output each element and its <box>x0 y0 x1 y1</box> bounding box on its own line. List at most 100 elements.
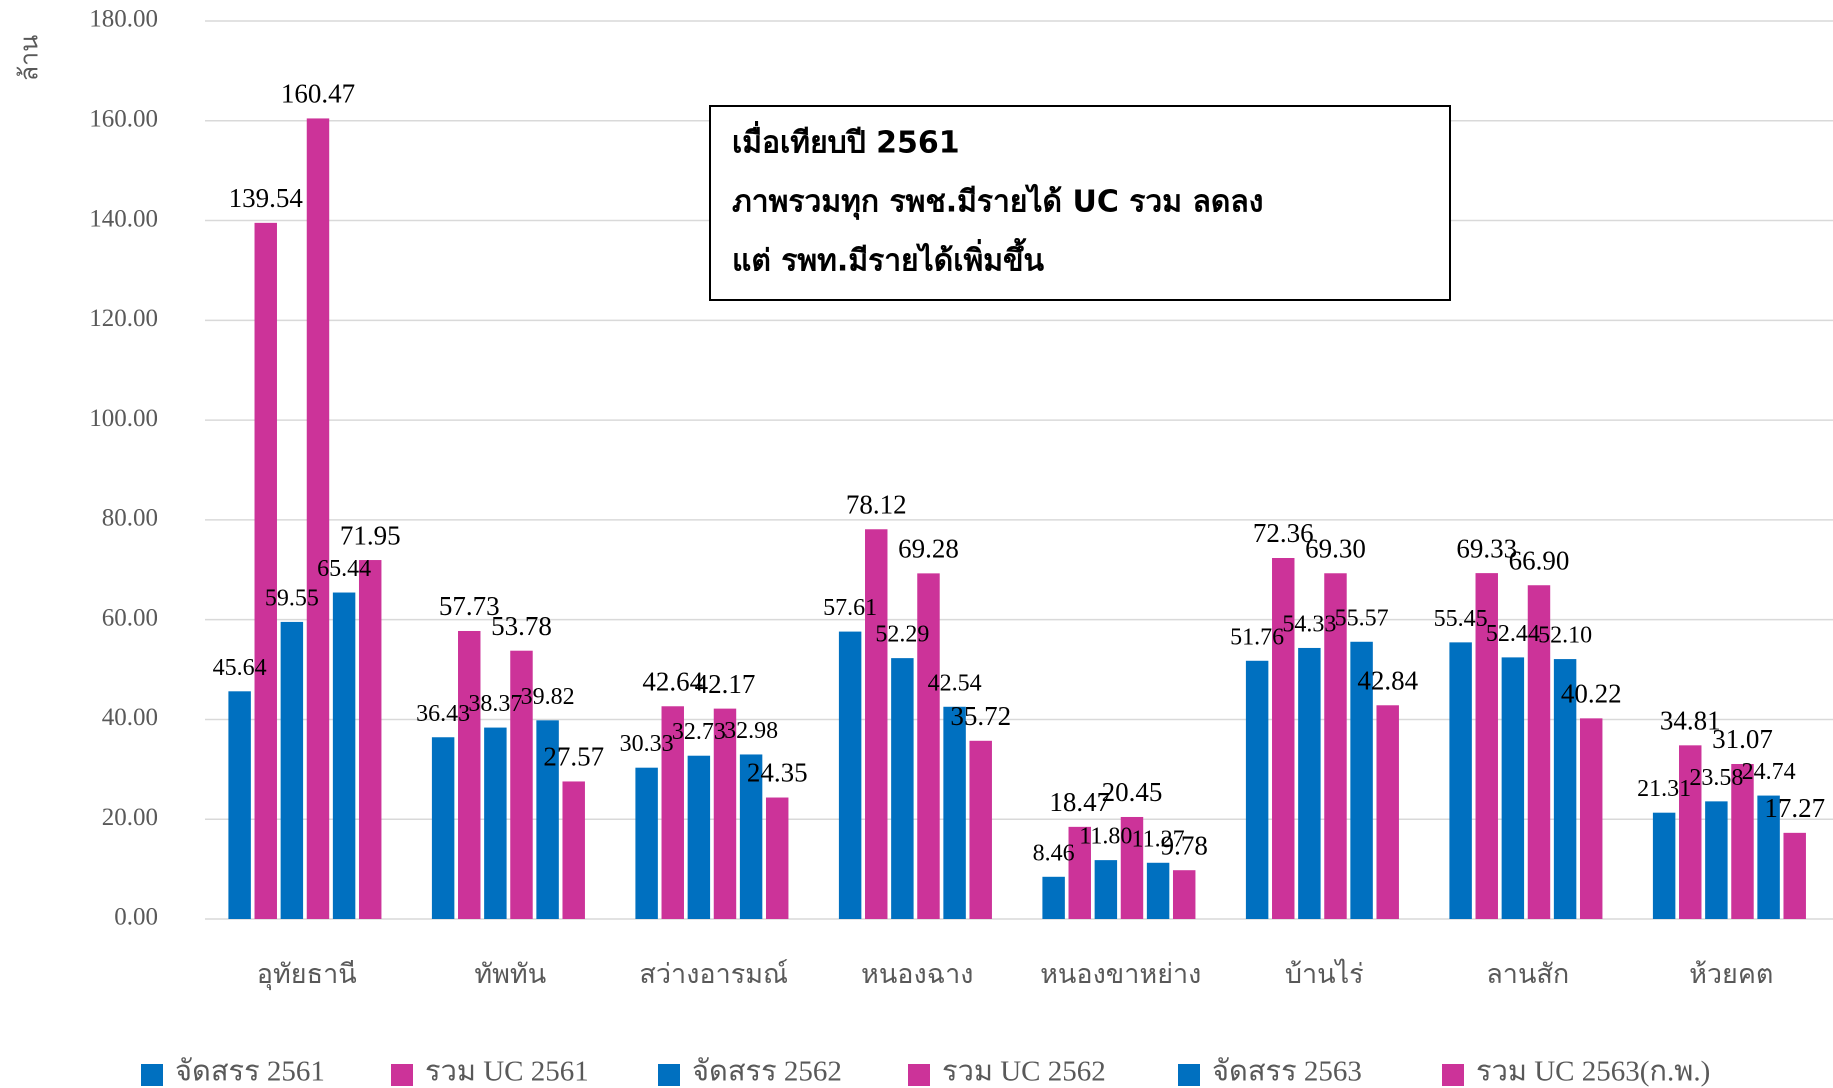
y-tick-label: 60.00 <box>102 604 158 631</box>
bar <box>280 621 304 919</box>
value-label: 51.76 <box>1230 624 1284 650</box>
y-tick-label: 180.00 <box>89 6 158 33</box>
value-label: 11.27 <box>1132 826 1185 852</box>
value-label: 72.36 <box>1253 518 1314 548</box>
bar <box>1068 826 1091 919</box>
bar <box>865 529 888 919</box>
value-label: 42.54 <box>928 670 982 696</box>
bar <box>765 797 789 919</box>
x-tick-label: หนองขาหย่าง <box>1040 959 1201 989</box>
value-label: 39.82 <box>521 684 575 710</box>
value-label: 34.81 <box>1660 706 1721 736</box>
bar <box>358 560 382 919</box>
bar <box>943 706 966 919</box>
value-label: 8.46 <box>1033 840 1075 866</box>
value-label: 69.30 <box>1305 533 1366 563</box>
x-tick-label: สว่างอารมณ์ <box>639 958 788 989</box>
value-label: 20.45 <box>1102 777 1163 807</box>
legend-label: รวม UC 2562 <box>942 1056 1106 1088</box>
x-tick-label: บ้านไร่ <box>1285 959 1364 989</box>
value-label: 52.10 <box>1538 623 1592 649</box>
value-label: 42.64 <box>642 666 703 696</box>
bar <box>1501 657 1525 919</box>
bar <box>228 691 251 919</box>
bar <box>306 118 330 920</box>
bar <box>1527 585 1551 919</box>
value-label: 11.80 <box>1079 824 1132 850</box>
bar <box>917 573 940 919</box>
legend-swatch <box>658 1064 680 1086</box>
legend-swatch <box>1442 1064 1464 1086</box>
bar <box>458 630 481 919</box>
legend-label: จัดสรร 2563 <box>1212 1056 1362 1088</box>
y-axis-label: ล้าน <box>17 35 44 81</box>
value-label: 32.73 <box>672 719 726 745</box>
bar <box>1783 832 1806 919</box>
bar <box>969 740 992 919</box>
bar <box>1324 573 1347 919</box>
y-tick-label: 160.00 <box>89 106 158 133</box>
legend-label: รวม UC 2563(ก.พ.) <box>1476 1056 1710 1088</box>
bar <box>891 658 914 919</box>
bar <box>1475 573 1498 919</box>
value-label: 24.35 <box>747 758 808 788</box>
value-label: 27.57 <box>543 742 604 772</box>
legend-label: จัดสรร 2561 <box>175 1056 325 1088</box>
annotation: ภาพรวมทุก รพช.มีรายได้ UC รวม ลดลง <box>732 184 1263 221</box>
bar <box>1146 862 1170 919</box>
y-tick-label: 140.00 <box>89 205 158 232</box>
value-label: 55.45 <box>1434 606 1488 632</box>
bar <box>332 592 356 919</box>
bar <box>1376 705 1399 919</box>
value-label: 42.84 <box>1357 665 1418 695</box>
value-label: 45.64 <box>213 655 267 681</box>
legend-swatch <box>1178 1064 1200 1086</box>
bar <box>687 755 711 919</box>
y-tick-label: 100.00 <box>89 405 158 432</box>
y-tick-label: 80.00 <box>102 505 158 532</box>
bar <box>713 708 737 919</box>
value-label: 78.12 <box>846 489 907 519</box>
bar <box>1731 763 1754 919</box>
bar <box>562 781 585 919</box>
bar <box>254 222 277 919</box>
bar <box>1298 647 1321 919</box>
legend-label: รวม UC 2561 <box>425 1056 589 1088</box>
value-label: 59.55 <box>265 585 319 611</box>
value-label: 38.37 <box>468 691 522 717</box>
bar <box>838 631 862 919</box>
value-label: 52.29 <box>875 622 929 648</box>
bar <box>484 727 507 919</box>
value-label: 57.73 <box>439 591 500 621</box>
legend-swatch <box>908 1064 930 1086</box>
bar <box>1757 795 1780 919</box>
bar <box>739 754 763 919</box>
bar <box>1553 659 1577 919</box>
bar <box>1449 642 1472 919</box>
value-label: 54.33 <box>1282 611 1336 637</box>
bar <box>1705 801 1728 919</box>
value-label: 18.47 <box>1049 787 1110 817</box>
value-label: 69.28 <box>898 534 959 564</box>
x-tick-label: อุทัยธานี <box>257 959 357 991</box>
annotation: เมื่อเทียบปี 2561 <box>732 121 960 161</box>
value-label: 65.44 <box>317 556 371 582</box>
value-label: 32.98 <box>724 718 778 744</box>
value-label: 52.44 <box>1486 621 1540 647</box>
bar <box>1272 558 1295 919</box>
bar <box>1679 745 1702 919</box>
bar <box>536 720 559 919</box>
value-label: 69.33 <box>1456 533 1517 563</box>
bar <box>1120 816 1144 919</box>
value-label: 21.31 <box>1637 776 1691 802</box>
y-tick-label: 40.00 <box>102 704 158 731</box>
annotation-box <box>709 105 1451 301</box>
bar <box>431 737 455 919</box>
value-label: 23.58 <box>1689 765 1743 791</box>
bar <box>1042 876 1065 919</box>
legend-label: จัดสรร 2562 <box>692 1056 842 1088</box>
bar <box>1350 641 1373 919</box>
y-tick-label: 0.00 <box>114 904 158 931</box>
x-tick-label: ทัพทัน <box>474 959 546 989</box>
value-label: 55.57 <box>1335 605 1389 631</box>
